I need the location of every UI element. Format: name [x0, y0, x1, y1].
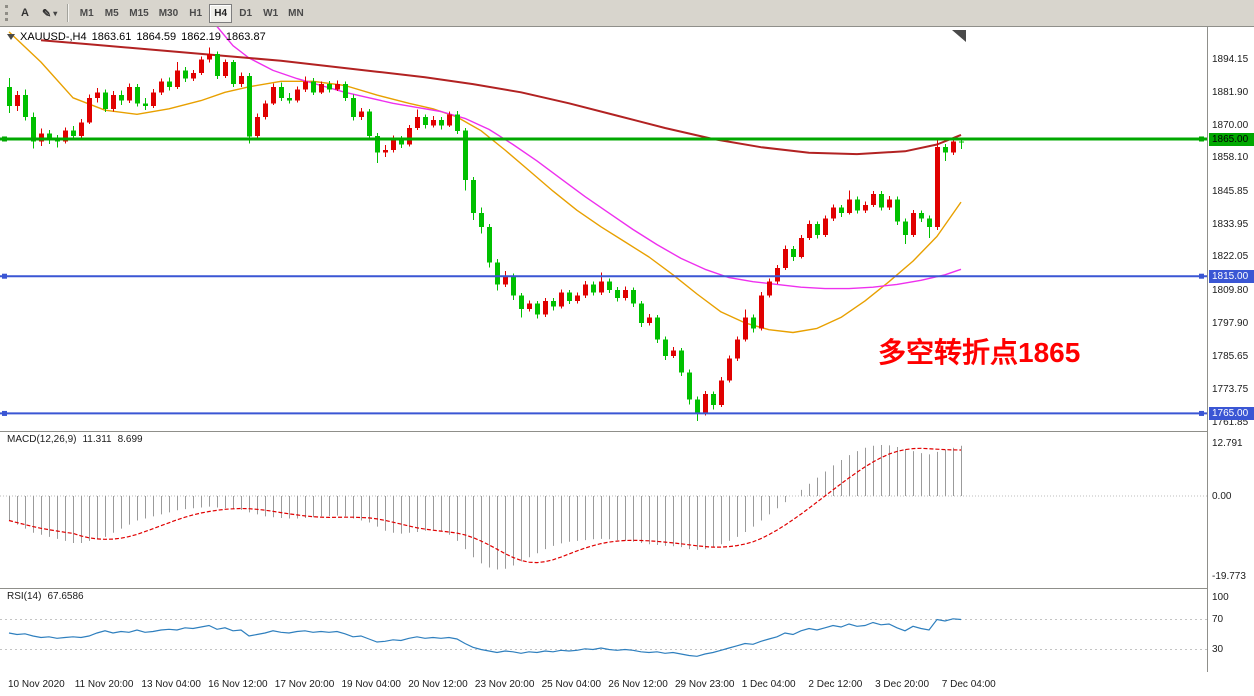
macd-axis-label: 12.791	[1212, 438, 1243, 450]
price-axis-label: 1833.95	[1212, 218, 1249, 230]
price-line-tag: 1765.00	[1209, 406, 1254, 420]
low-value: 1862.19	[181, 31, 221, 43]
macd-axis-label: -19.773	[1212, 571, 1246, 583]
price-axis-label: 1809.80	[1212, 285, 1249, 296]
price-axis-label: 1858.10	[1212, 152, 1249, 164]
rsi-axis-label: 100	[1212, 591, 1229, 603]
time-axis-label: 20 Nov 12:00	[408, 679, 468, 690]
high-value: 1864.59	[136, 31, 177, 43]
hline-1765.00[interactable]	[0, 410, 1208, 416]
rsi-axis-label: 30	[1212, 644, 1224, 655]
time-axis-label: 26 Nov 12:00	[608, 679, 668, 690]
pencil-icon: ✎	[42, 7, 52, 20]
macd-axis-label: 0.00	[1212, 490, 1232, 502]
draw-tool-button[interactable]: ✎ ▾	[37, 3, 62, 23]
price-axis-label: 1797.90	[1212, 317, 1249, 329]
close-value: 1863.87	[225, 31, 266, 43]
timeframe-button-d1[interactable]: D1	[234, 4, 257, 23]
macd-signal-value: 8.699	[117, 434, 143, 445]
timeframe-button-m15[interactable]: M15	[125, 4, 152, 23]
ma-fast-line	[8, 31, 962, 334]
macd-panel-separator[interactable]	[0, 431, 1254, 432]
time-axis-label: 2 Dec 12:00	[808, 679, 863, 690]
time-axis-label: 23 Nov 20:00	[474, 679, 535, 690]
price-line-tag: 1815.00	[1209, 269, 1254, 283]
timeframe-button-m30[interactable]: M30	[155, 4, 182, 23]
price-axis-label: 1881.90	[1212, 87, 1249, 99]
time-axis-label: 29 Nov 23:00	[675, 679, 735, 690]
macd-main-value: 11.311	[82, 434, 112, 445]
chart-dropdown-icon	[7, 34, 15, 41]
font-tool-label: A	[21, 7, 29, 19]
price-axis-label: 1822.05	[1212, 251, 1249, 263]
price-line-tag: 1865.00	[1209, 132, 1254, 146]
chart-shift-marker[interactable]	[952, 30, 966, 42]
timeframe-button-m5[interactable]: M5	[100, 4, 123, 23]
rsi-plot	[0, 618, 1208, 657]
chart-ohlc-header: XAUUSD-,H4 1863.61 1864.59 1862.19 1863.87	[7, 31, 271, 43]
time-axis-label: 10 Nov 2020	[8, 679, 65, 690]
symbol-period-label: XAUUSD-,H4	[20, 31, 87, 43]
price-axis-separator	[1207, 27, 1208, 696]
rsi-line	[8, 618, 962, 657]
time-axis-label: 17 Nov 20:00	[274, 679, 335, 690]
chevron-down-icon: ▾	[53, 8, 58, 18]
price-axis-label: 1773.75	[1212, 383, 1249, 395]
price-axis-label: 1870.00	[1212, 119, 1249, 131]
price-axis-label: 1761.85	[1212, 416, 1249, 428]
time-axis-label: 13 Nov 04:00	[141, 679, 201, 690]
timeframe-button-m1[interactable]: M1	[75, 4, 98, 23]
time-axis-label: 19 Nov 04:00	[341, 679, 402, 690]
hline-1865.00[interactable]	[0, 136, 1208, 142]
time-axis-label: 25 Nov 04:00	[541, 679, 602, 690]
toolbar-separator	[67, 4, 70, 22]
rsi-axis-label: 70	[1212, 614, 1224, 625]
time-axis[interactable]: 10 Nov 2020 11 Nov 20:00 13 Nov 04:00 16 No…	[0, 672, 1208, 696]
candlesticks	[7, 47, 964, 421]
toolbar-grip[interactable]	[5, 5, 8, 21]
chart-canvas[interactable]	[0, 0, 1208, 696]
timeframe-button-h1[interactable]: H1	[184, 4, 207, 23]
time-axis-label: 1 Dec 04:00	[741, 679, 796, 690]
rsi-title: RSI(14)	[7, 591, 42, 602]
toolbar: A ✎ ▾ M1 M5 M15 M30 H1 H4 D1 W1 MN	[0, 0, 1254, 27]
timeframe-button-mn[interactable]: MN	[284, 4, 308, 23]
rsi-panel-separator[interactable]	[0, 588, 1254, 589]
price-axis-label: 1845.85	[1212, 186, 1249, 197]
time-axis-label: 16 Nov 12:00	[208, 679, 268, 690]
price-axis-label: 1894.15	[1212, 53, 1249, 65]
chart-text-annotation[interactable]: 多空转折点1865	[878, 337, 1081, 368]
timeframe-toolbar: M1 M5 M15 M30 H1 H4 D1 W1 MN	[74, 3, 308, 23]
macd-plot	[0, 444, 1208, 570]
ma-slow-line	[40, 39, 962, 156]
timeframe-button-w1[interactable]: W1	[259, 4, 282, 23]
rsi-header: RSI(14) 67.6586	[7, 591, 90, 602]
macd-signal-line	[8, 447, 962, 564]
time-axis-label: 3 Dec 20:00	[875, 679, 930, 690]
macd-title: MACD(12,26,9)	[7, 434, 77, 445]
price-axis[interactable]: 1894.15 1881.90 1870.00 1858.10 1845.85 1833.…	[1208, 27, 1254, 696]
macd-header: MACD(12,26,9) 11.311 8.699	[7, 434, 149, 445]
time-axis-label: 7 Dec 04:00	[941, 679, 996, 690]
open-value: 1863.61	[91, 31, 132, 43]
timeframe-button-h4[interactable]: H4	[209, 3, 233, 23]
time-axis-label: 11 Nov 20:00	[74, 679, 134, 690]
font-tool-button[interactable]: A	[13, 3, 37, 23]
hline-1815.00[interactable]	[0, 273, 1208, 279]
price-axis-label: 1785.65	[1212, 351, 1249, 363]
rsi-value: 67.6586	[47, 591, 84, 602]
